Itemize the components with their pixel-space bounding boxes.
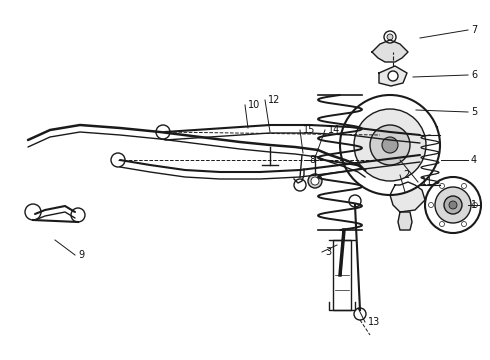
Circle shape	[449, 201, 457, 209]
Ellipse shape	[369, 99, 415, 121]
Text: 5: 5	[471, 107, 477, 117]
Text: 11: 11	[421, 177, 433, 187]
Circle shape	[156, 125, 170, 139]
Circle shape	[462, 221, 466, 226]
Circle shape	[440, 221, 444, 226]
Circle shape	[382, 137, 398, 153]
Text: 10: 10	[248, 100, 260, 110]
Polygon shape	[379, 66, 407, 86]
Text: 1: 1	[471, 200, 477, 210]
Text: 9: 9	[78, 250, 84, 260]
Circle shape	[472, 202, 477, 207]
Circle shape	[294, 179, 306, 191]
Circle shape	[444, 196, 462, 214]
Polygon shape	[398, 212, 412, 230]
Text: 3: 3	[325, 247, 331, 257]
Circle shape	[311, 177, 319, 185]
Circle shape	[349, 195, 361, 207]
Circle shape	[308, 174, 322, 188]
Circle shape	[428, 202, 434, 207]
Text: 2: 2	[403, 170, 409, 180]
FancyBboxPatch shape	[423, 126, 437, 136]
Text: 8: 8	[309, 155, 315, 165]
Text: 14: 14	[328, 125, 340, 135]
Circle shape	[340, 95, 440, 195]
Circle shape	[414, 154, 426, 166]
Bar	[333, 240, 351, 310]
Ellipse shape	[386, 107, 398, 113]
Polygon shape	[390, 182, 425, 212]
Text: 7: 7	[471, 25, 477, 35]
Circle shape	[425, 177, 481, 233]
Circle shape	[354, 109, 426, 181]
Circle shape	[462, 184, 466, 188]
Circle shape	[414, 126, 426, 138]
Text: 13: 13	[368, 317, 380, 327]
Text: 4: 4	[471, 155, 477, 165]
Ellipse shape	[377, 103, 407, 117]
Polygon shape	[372, 40, 408, 62]
Circle shape	[370, 125, 410, 165]
Circle shape	[354, 308, 366, 320]
Circle shape	[384, 31, 396, 43]
Circle shape	[387, 34, 393, 40]
Circle shape	[111, 153, 125, 167]
Text: 6: 6	[471, 70, 477, 80]
Circle shape	[71, 208, 85, 222]
Circle shape	[435, 187, 471, 223]
Text: 12: 12	[268, 95, 280, 105]
Circle shape	[440, 184, 444, 188]
Text: 15: 15	[303, 125, 316, 135]
Circle shape	[25, 204, 41, 220]
Circle shape	[388, 71, 398, 81]
